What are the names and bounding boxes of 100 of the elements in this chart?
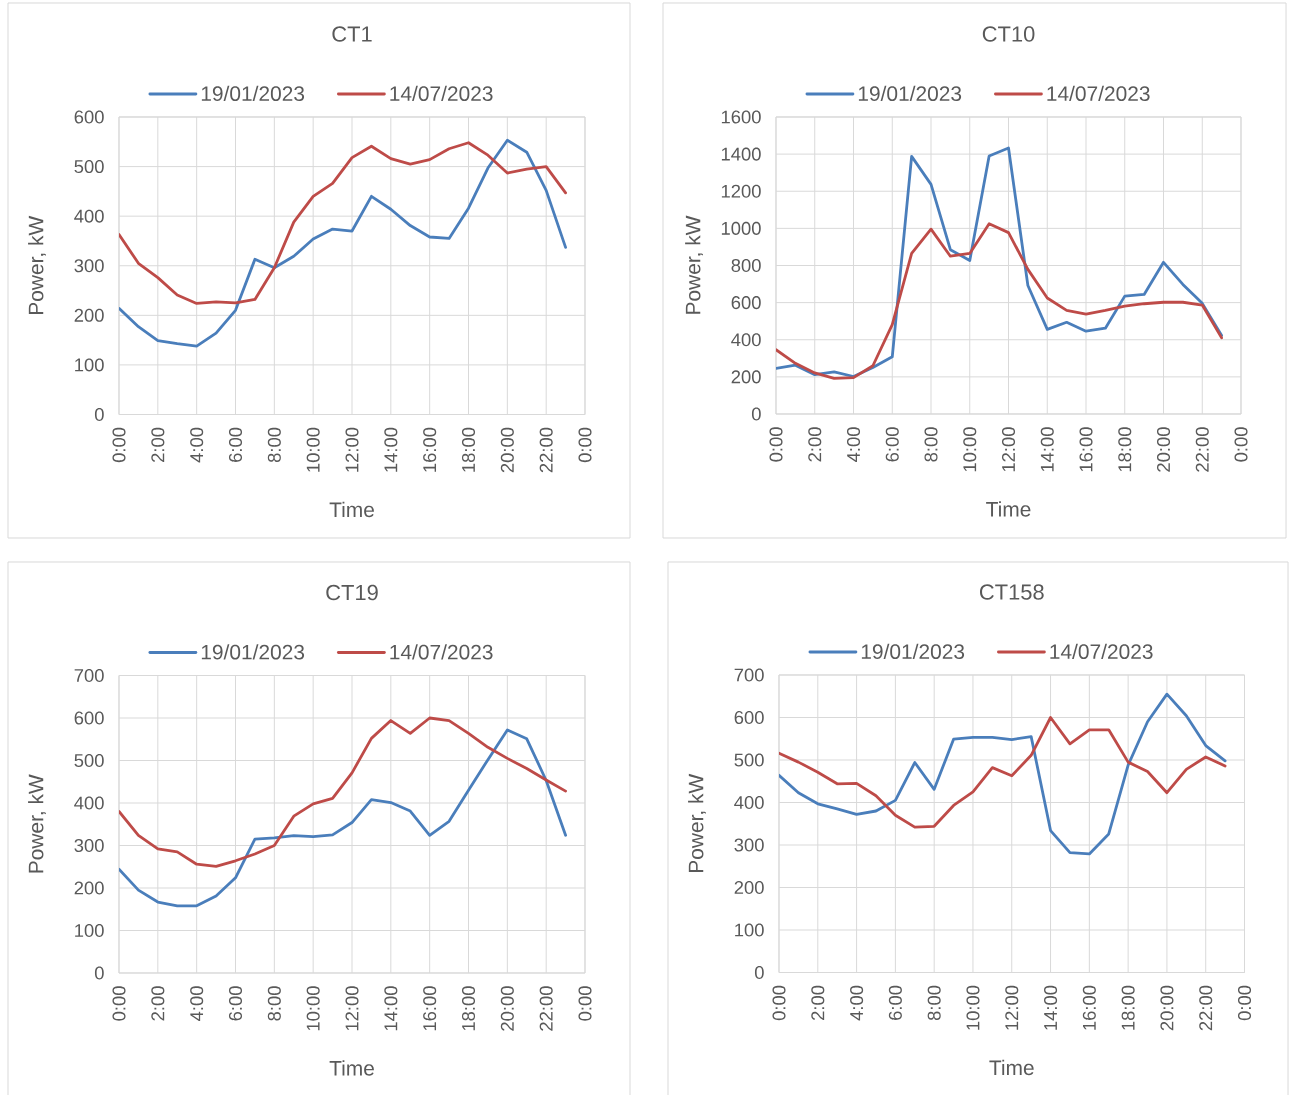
- line-series: [119, 138, 567, 348]
- x-tick-label: 14:00: [384, 427, 398, 472]
- y-tick-label: 500: [74, 753, 104, 768]
- y-tick-label: 1000: [721, 221, 761, 235]
- y-tick-label: 700: [734, 668, 764, 682]
- x-tick-label: 0:00: [1237, 985, 1252, 1021]
- x-tick-label: 14:00: [384, 986, 398, 1031]
- y-tick-label: 600: [731, 296, 761, 310]
- x-tick-label: 6:00: [888, 985, 902, 1020]
- x-tick-label: 4:00: [850, 985, 864, 1021]
- x-tick-label: 20:00: [1156, 427, 1171, 472]
- x-tick-label: 4:00: [190, 986, 204, 1021]
- y-tick-label: 600: [74, 110, 104, 124]
- legend-label: 14/07/2023: [1047, 85, 1150, 102]
- x-tick-label: 16:00: [1082, 985, 1096, 1030]
- x-tick-label: 12:00: [345, 986, 359, 1031]
- y-tick-label: 600: [74, 711, 104, 725]
- x-tick-label: 10:00: [306, 986, 320, 1031]
- x-tick-label: 20:00: [500, 427, 514, 473]
- line-series: [779, 716, 1227, 829]
- y-tick-label: 400: [734, 795, 764, 810]
- line-series: [776, 222, 1224, 380]
- y-axis-title: Power, kW: [688, 773, 706, 873]
- line-series: [779, 692, 1227, 856]
- x-tick-label: 22:00: [539, 986, 553, 1031]
- y-tick-label: 200: [74, 881, 104, 895]
- x-tick-label: 0:00: [578, 986, 592, 1021]
- y-tick-label: 300: [734, 838, 764, 852]
- y-tick-label: 1400: [721, 147, 761, 161]
- chart-title: CT19: [326, 584, 378, 601]
- legend-label: 14/07/2023: [390, 85, 493, 102]
- x-tick-label: 0:00: [772, 985, 786, 1021]
- y-tick-label: 100: [735, 923, 764, 937]
- y-tick-label: 700: [74, 668, 104, 683]
- x-tick-label: 2:00: [811, 985, 825, 1020]
- x-tick-label: 4:00: [190, 427, 204, 463]
- x-axis-title: Time: [989, 1059, 1034, 1076]
- y-tick-label: 200: [734, 880, 764, 895]
- x-tick-label: 12:00: [1001, 427, 1016, 472]
- legend-label: 19/01/2023: [858, 85, 962, 102]
- y-axis-title: Power, kW: [28, 215, 46, 315]
- y-tick-label: 100: [75, 923, 104, 938]
- x-axis-title: Time: [329, 1060, 374, 1076]
- x-tick-label: 14:00: [1044, 985, 1058, 1030]
- y-axis-title: Power, kW: [685, 215, 703, 314]
- y-tick-label: 600: [734, 710, 764, 725]
- x-tick-label: 18:00: [1118, 427, 1132, 472]
- y-tick-label: 0: [94, 966, 104, 980]
- x-tick-label: 10:00: [966, 985, 980, 1030]
- y-tick-label: 0: [754, 965, 764, 980]
- x-tick-label: 10:00: [306, 427, 320, 472]
- line-series: [119, 716, 567, 868]
- y-tick-label: 400: [74, 796, 104, 810]
- y-tick-label: 400: [731, 333, 761, 347]
- x-tick-label: 8:00: [267, 427, 281, 463]
- x-tick-label: 8:00: [924, 427, 938, 462]
- x-tick-label: 2:00: [151, 427, 165, 462]
- x-tick-label: 0:00: [769, 427, 783, 462]
- y-tick-label: 200: [74, 308, 104, 322]
- x-axis-title: Time: [329, 501, 374, 518]
- x-tick-label: 22:00: [539, 427, 553, 473]
- x-tick-label: 18:00: [1121, 985, 1135, 1030]
- x-tick-label: 2:00: [151, 986, 165, 1021]
- line-series: [119, 141, 567, 305]
- chart-title: CT158: [979, 584, 1044, 600]
- x-tick-label: 2:00: [808, 427, 822, 462]
- x-tick-label: 10:00: [963, 427, 977, 472]
- y-tick-label: 0: [751, 407, 761, 421]
- x-tick-label: 22:00: [1195, 427, 1209, 472]
- y-tick-label: 300: [74, 259, 104, 273]
- y-tick-label: 400: [74, 209, 104, 223]
- x-tick-label: 22:00: [1199, 985, 1213, 1031]
- x-tick-label: 0:00: [112, 427, 126, 463]
- y-tick-label: 0: [94, 407, 104, 422]
- x-tick-label: 8:00: [927, 985, 941, 1021]
- x-tick-label: 20:00: [1160, 985, 1174, 1031]
- x-tick-label: 14:00: [1040, 427, 1054, 472]
- chart-title: CT10: [982, 26, 1035, 42]
- y-tick-label: 200: [731, 370, 761, 384]
- y-tick-label: 800: [731, 258, 761, 273]
- y-tick-label: 300: [74, 838, 104, 853]
- y-tick-label: 1600: [721, 110, 761, 124]
- x-tick-label: 6:00: [228, 986, 243, 1021]
- x-tick-label: 6:00: [885, 427, 899, 462]
- x-axis-title: Time: [986, 501, 1031, 517]
- x-tick-label: 0:00: [578, 427, 592, 463]
- x-tick-label: 16:00: [423, 427, 437, 472]
- x-tick-label: 12:00: [1005, 985, 1019, 1030]
- x-tick-label: 18:00: [461, 427, 476, 472]
- y-tick-label: 100: [75, 358, 104, 372]
- legend-label: 19/01/2023: [861, 643, 965, 660]
- x-tick-label: 6:00: [228, 427, 243, 462]
- legend-label: 19/01/2023: [201, 644, 305, 660]
- x-tick-label: 12:00: [345, 427, 359, 472]
- x-tick-label: 0:00: [112, 986, 126, 1021]
- legend-label: 14/07/2023: [1050, 643, 1153, 660]
- chart-title: CT1: [332, 26, 372, 42]
- x-tick-label: 20:00: [500, 986, 514, 1031]
- y-axis-title: Power, kW: [28, 774, 46, 873]
- x-tick-label: 16:00: [1079, 427, 1093, 472]
